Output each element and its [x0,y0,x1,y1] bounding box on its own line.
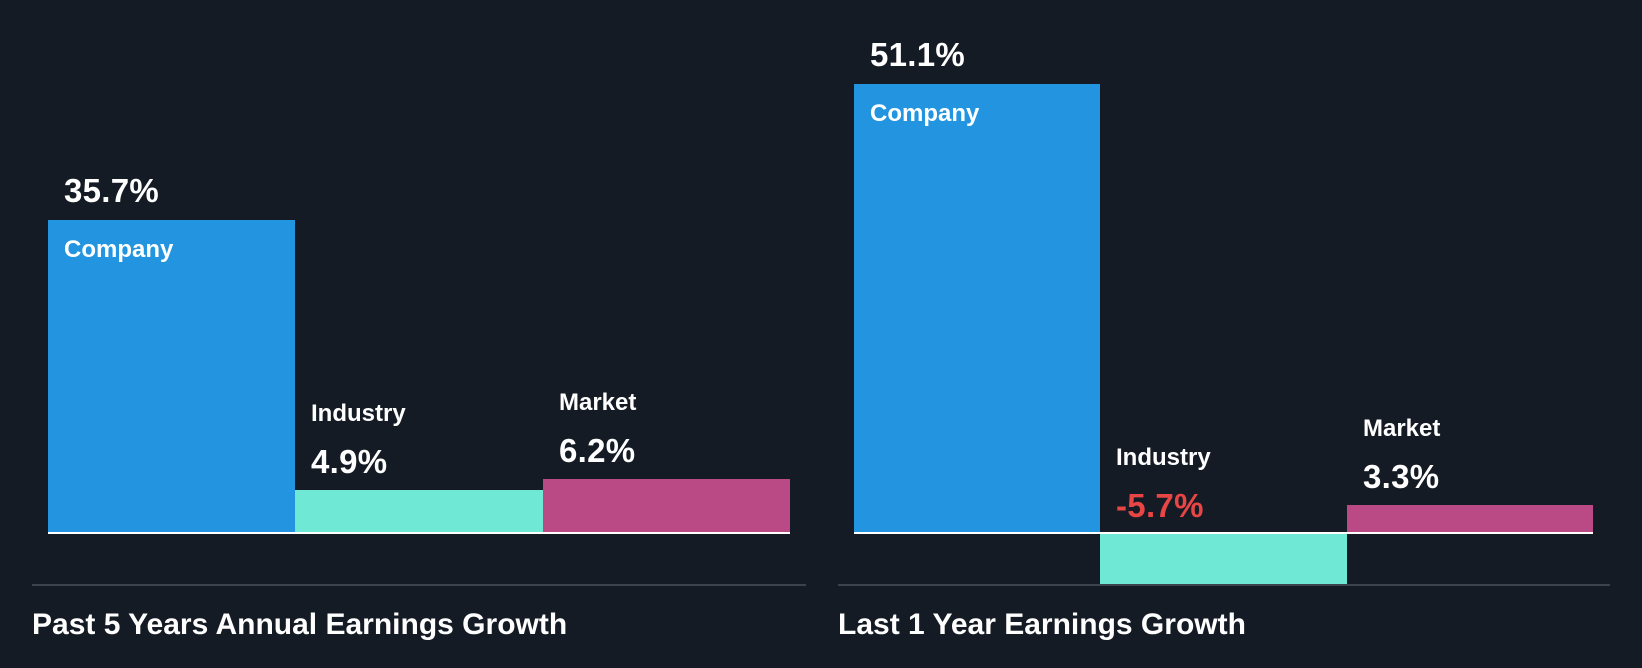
market-bar [543,479,790,533]
divider [838,584,1610,586]
chart-title: Past 5 Years Annual Earnings Growth [32,608,568,641]
company-bar [48,220,295,533]
industry-value: 4.9% [311,443,388,480]
industry-value: -5.7% [1116,487,1204,524]
divider [32,584,806,586]
industry-label: Industry [311,400,406,427]
industry-bar [295,490,543,533]
market-bar [1347,505,1593,533]
market-label: Market [559,389,637,416]
market-value: 3.3% [1363,458,1440,495]
industry-label: Industry [1116,444,1211,471]
company-bar [854,84,1100,533]
zero-baseline [48,532,790,534]
company-value: 35.7% [64,172,160,209]
left-chart-panel: 35.7% Company Industry 4.9% Market 6.2% … [32,172,806,641]
market-value: 6.2% [559,432,636,469]
company-value: 51.1% [870,36,966,73]
company-label: Company [64,236,174,263]
company-label: Company [870,100,980,127]
chart-title: Last 1 Year Earnings Growth [838,608,1246,641]
zero-baseline [854,532,1593,534]
industry-bar [1100,533,1347,584]
market-label: Market [1363,415,1441,442]
